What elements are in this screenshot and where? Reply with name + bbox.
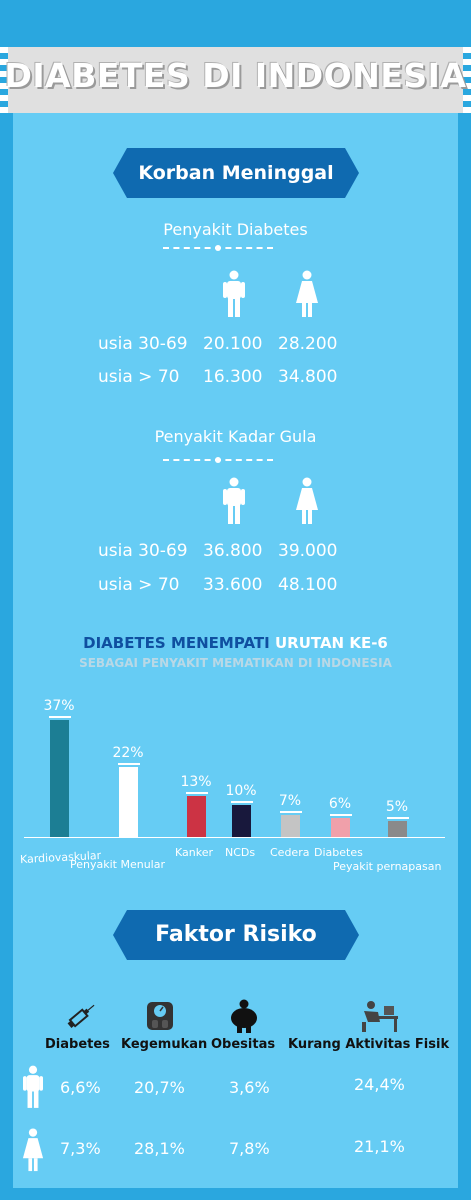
male-value: 16.300	[203, 367, 263, 387]
female-value: 28.200	[278, 334, 338, 354]
title-banner	[7, 47, 464, 113]
value-underline	[231, 801, 253, 803]
female-kegemukan-value: 28,1%	[134, 1139, 185, 1158]
bar-peyakit-pernapasan	[388, 821, 407, 837]
value-label: 6%	[328, 796, 352, 812]
ranking-headline: DIABETES MENEMPATI URUTAN KE-6	[0, 634, 471, 652]
risk-ribbon	[113, 910, 359, 960]
value-underline	[387, 817, 409, 819]
sugar-subtitle: Penyakit Kadar Gula	[154, 427, 317, 446]
female-value: 34.800	[278, 367, 338, 387]
value-label: 13%	[180, 774, 212, 790]
ranking-headline-a: DIABETES MENEMPATI	[83, 634, 270, 652]
value-label: 5%	[385, 799, 409, 815]
banner-stripes-right	[463, 47, 471, 113]
value-underline	[280, 811, 302, 813]
value-label: 22%	[112, 745, 144, 761]
category-label: Diabetes	[314, 846, 363, 859]
x-axis-line	[24, 837, 445, 838]
female-icon	[296, 270, 318, 317]
value-underline	[330, 814, 352, 816]
value-label: 7%	[278, 793, 302, 809]
category-label: NCDs	[225, 846, 256, 859]
female-icon	[22, 1128, 44, 1172]
category-label: Penyakit Menular	[70, 858, 165, 871]
row-label: usia > 70	[98, 367, 180, 387]
bar-diabetes	[331, 818, 350, 837]
banner-stripes-left	[0, 47, 8, 113]
ranking-subheadline: SEBAGAI PENYAKIT MEMATIKAN DI INDONESIA	[79, 656, 392, 670]
risk-col-aktivitas: Kurang Aktivitas Fisik	[288, 1037, 450, 1052]
ranking-headline-b: URUTAN KE-6	[274, 634, 388, 652]
category-label: Kanker	[175, 846, 214, 859]
male-value: 33.600	[203, 575, 263, 595]
divider-dot	[215, 457, 221, 463]
value-underline	[186, 792, 208, 794]
page-title: DIABETES DI INDONESIA	[4, 56, 467, 95]
diabetes-subtitle: Penyakit Diabetes	[163, 220, 308, 239]
female-obesitas-value: 7,8%	[229, 1139, 270, 1158]
male-icon	[223, 270, 245, 317]
risk-col-obesitas: Obesitas	[211, 1037, 276, 1052]
value-underline	[118, 763, 140, 765]
divider-dot	[215, 245, 221, 251]
male-value: 20.100	[203, 334, 263, 354]
bar-cedera	[281, 815, 300, 837]
bar-kardiovaskular	[50, 720, 69, 837]
male-kegemukan-value: 20,7%	[134, 1078, 185, 1097]
syringe-icon	[67, 1004, 95, 1028]
row-label: usia 30-69	[98, 334, 188, 354]
male-icon	[223, 477, 245, 524]
risk-col-kegemukan: Kegemukan	[121, 1037, 208, 1052]
male-obesitas-value: 3,6%	[229, 1078, 270, 1097]
male-diabetes-value: 6,6%	[60, 1078, 101, 1097]
risk-col-diabetes: Diabetes	[45, 1037, 110, 1052]
female-diabetes-value: 7,3%	[60, 1139, 101, 1158]
category-label: Cedera	[270, 846, 310, 859]
risk-heading: Faktor Risiko	[155, 922, 317, 947]
bar-kanker	[187, 796, 206, 837]
bar-penyakit-menular	[119, 767, 138, 837]
row-label: usia 30-69	[98, 541, 188, 561]
obese-person-icon	[231, 999, 257, 1033]
deaths-ribbon	[113, 148, 359, 198]
female-icon	[296, 477, 318, 524]
row-label: usia > 70	[98, 575, 180, 595]
category-label: Peyakit pernapasan	[333, 860, 442, 873]
deaths-heading: Korban Meninggal	[138, 162, 334, 184]
scale-icon	[147, 1002, 173, 1030]
value-label: 37%	[43, 698, 75, 714]
male-icon	[23, 1065, 43, 1108]
desk-worker-icon	[362, 1001, 398, 1032]
female-value: 39.000	[278, 541, 338, 561]
male-value: 36.800	[203, 541, 263, 561]
male-aktivitas-value: 24,4%	[354, 1075, 405, 1094]
female-aktivitas-value: 21,1%	[354, 1137, 405, 1156]
value-underline	[49, 716, 71, 718]
female-value: 48.100	[278, 575, 338, 595]
bar-ncds	[232, 805, 251, 837]
value-label: 10%	[225, 783, 257, 799]
